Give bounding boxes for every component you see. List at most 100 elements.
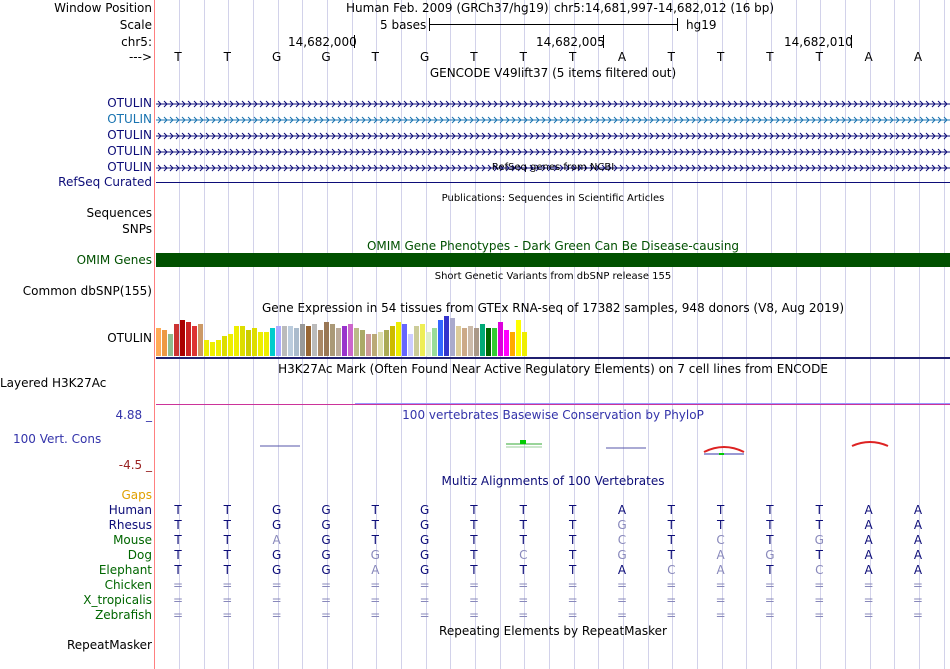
gtex-tissue-bar[interactable] xyxy=(258,332,263,356)
gtex-track-label[interactable]: OTULIN xyxy=(107,331,152,345)
gtex-tissue-bar[interactable] xyxy=(378,332,383,356)
gtex-tissue-bar[interactable] xyxy=(492,328,497,356)
gtex-tissue-bar[interactable] xyxy=(438,320,443,356)
h3k27ac-track-label[interactable]: Layered H3K27Ac xyxy=(0,376,107,390)
gtex-tissue-bar[interactable] xyxy=(210,342,215,356)
multiz-species-label[interactable]: Mouse xyxy=(113,533,152,547)
multiz-species-label[interactable]: Human xyxy=(108,503,152,517)
gtex-tissue-bar[interactable] xyxy=(486,328,491,356)
dbsnp-track-title[interactable]: Short Genetic Variants from dbSNP releas… xyxy=(434,271,672,282)
gtex-tissue-bar[interactable] xyxy=(354,328,359,356)
gtex-tissue-bar[interactable] xyxy=(342,326,347,356)
gtex-tissue-bar[interactable] xyxy=(360,330,365,356)
gtex-tissue-bar[interactable] xyxy=(450,318,455,356)
gtex-tissue-bar[interactable] xyxy=(408,334,413,356)
omim-gene-feature[interactable] xyxy=(156,253,950,267)
gencode-gene-label[interactable]: OTULIN xyxy=(107,96,152,110)
gtex-tissue-bar[interactable] xyxy=(372,334,377,356)
gtex-tissue-bar[interactable] xyxy=(180,320,185,356)
gtex-tissue-bar[interactable] xyxy=(498,322,503,356)
omim-track-title[interactable]: OMIM Gene Phenotypes - Dark Green Can Be… xyxy=(366,239,740,253)
gencode-gene-feature[interactable] xyxy=(156,161,950,175)
gtex-tissue-bar[interactable] xyxy=(390,326,395,356)
gtex-tissue-bar[interactable] xyxy=(222,336,227,356)
gencode-gene-feature[interactable] xyxy=(156,129,950,143)
gtex-tissue-bar[interactable] xyxy=(168,334,173,356)
multiz-track-title[interactable]: Multiz Alignments of 100 Vertebrates xyxy=(441,474,665,488)
gtex-tissue-bar[interactable] xyxy=(324,322,329,356)
refseq-track-title[interactable]: RefSeq genes from NCBI xyxy=(491,162,615,173)
gtex-tissue-bar[interactable] xyxy=(198,324,203,356)
gtex-tissue-bar[interactable] xyxy=(282,326,287,356)
gencode-gene-label[interactable]: OTULIN xyxy=(107,144,152,158)
multiz-species-label[interactable]: Dog xyxy=(127,548,152,562)
gtex-tissue-bar[interactable] xyxy=(288,326,293,356)
gtex-tissue-bar[interactable] xyxy=(402,324,407,356)
gencode-gene-label[interactable]: OTULIN xyxy=(107,160,152,174)
refseq-gene-feature[interactable] xyxy=(156,182,950,183)
gtex-tissue-bar[interactable] xyxy=(522,332,527,356)
gencode-gene-label[interactable]: OTULIN xyxy=(107,128,152,142)
gtex-tissue-bar[interactable] xyxy=(240,326,245,356)
gtex-tissue-bar[interactable] xyxy=(468,326,473,356)
gtex-track-title[interactable]: Gene Expression in 54 tissues from GTEx … xyxy=(261,301,845,315)
gtex-tissue-bar[interactable] xyxy=(174,324,179,356)
multiz-species-label[interactable]: Elephant xyxy=(98,563,152,577)
gtex-tissue-bar[interactable] xyxy=(216,340,221,356)
gtex-tissue-bar[interactable] xyxy=(462,328,467,356)
publications-track-title[interactable]: Publications: Sequences in Scientific Ar… xyxy=(441,193,665,204)
gencode-track-title[interactable]: GENCODE V49lift37 (5 items filtered out) xyxy=(429,66,677,80)
phylop-track-title[interactable]: 100 vertebrates Basewise Conservation by… xyxy=(402,408,704,422)
gtex-tissue-bar[interactable] xyxy=(366,334,371,356)
gtex-tissue-bar[interactable] xyxy=(480,324,485,356)
h3k27ac-track-title[interactable]: H3K27Ac Mark (Often Found Near Active Re… xyxy=(278,362,828,376)
gtex-tissue-bar[interactable] xyxy=(306,326,311,356)
gtex-tissue-bar[interactable] xyxy=(186,322,191,356)
gtex-tissue-bar[interactable] xyxy=(384,330,389,356)
gtex-tissue-bar[interactable] xyxy=(270,328,275,356)
gtex-tissue-bar[interactable] xyxy=(234,326,239,356)
gtex-tissue-bar[interactable] xyxy=(192,326,197,356)
gtex-tissue-bar[interactable] xyxy=(420,324,425,356)
multiz-species-label[interactable]: X_tropicalis xyxy=(83,593,152,607)
phylop-track-label[interactable]: 100 Vert. Cons xyxy=(13,432,102,446)
repeatmasker-track-title[interactable]: Repeating Elements by RepeatMasker xyxy=(439,624,667,638)
gtex-tissue-bar[interactable] xyxy=(276,326,281,356)
gtex-tissue-bar[interactable] xyxy=(396,322,401,356)
repeatmasker-track-label[interactable]: RepeatMasker xyxy=(66,638,152,652)
gencode-gene-feature[interactable] xyxy=(156,97,950,111)
gtex-tissue-bar[interactable] xyxy=(228,334,233,356)
gtex-tissue-bar[interactable] xyxy=(348,324,353,356)
gtex-tissue-bar[interactable] xyxy=(474,328,479,356)
gtex-tissue-bar[interactable] xyxy=(264,332,269,356)
gtex-tissue-bar[interactable] xyxy=(204,340,209,356)
dbsnp-track-label[interactable]: Common dbSNP(155) xyxy=(22,284,152,298)
gtex-tissue-bar[interactable] xyxy=(294,328,299,356)
gtex-tissue-bar[interactable] xyxy=(426,332,431,356)
gtex-tissue-bar[interactable] xyxy=(318,330,323,356)
gtex-tissue-bar[interactable] xyxy=(456,326,461,356)
gtex-expression-bars[interactable] xyxy=(156,316,950,356)
gtex-tissue-bar[interactable] xyxy=(312,324,317,356)
gtex-tissue-bar[interactable] xyxy=(252,328,257,356)
gtex-tissue-bar[interactable] xyxy=(162,330,167,356)
publications-label-sequences[interactable]: Sequences xyxy=(86,206,152,220)
gtex-tissue-bar[interactable] xyxy=(336,328,341,356)
gtex-tissue-bar[interactable] xyxy=(414,326,419,356)
gtex-tissue-bar[interactable] xyxy=(432,328,437,356)
gencode-gene-label[interactable]: OTULIN xyxy=(107,112,152,126)
multiz-species-label[interactable]: Chicken xyxy=(104,578,152,592)
gencode-gene-feature[interactable] xyxy=(156,113,950,127)
omim-track-label[interactable]: OMIM Genes xyxy=(76,253,152,267)
multiz-species-label[interactable]: Rhesus xyxy=(108,518,152,532)
gtex-tissue-bar[interactable] xyxy=(444,316,449,356)
gencode-gene-feature[interactable] xyxy=(156,145,950,159)
gtex-tissue-bar[interactable] xyxy=(504,330,509,356)
gtex-tissue-bar[interactable] xyxy=(510,332,515,356)
refseq-track-label[interactable]: RefSeq Curated xyxy=(58,175,152,189)
gtex-tissue-bar[interactable] xyxy=(330,324,335,356)
gtex-tissue-bar[interactable] xyxy=(246,330,251,356)
gtex-tissue-bar[interactable] xyxy=(156,328,161,356)
multiz-gaps-label[interactable]: Gaps xyxy=(121,488,152,502)
multiz-species-label[interactable]: Zebrafish xyxy=(95,608,152,622)
